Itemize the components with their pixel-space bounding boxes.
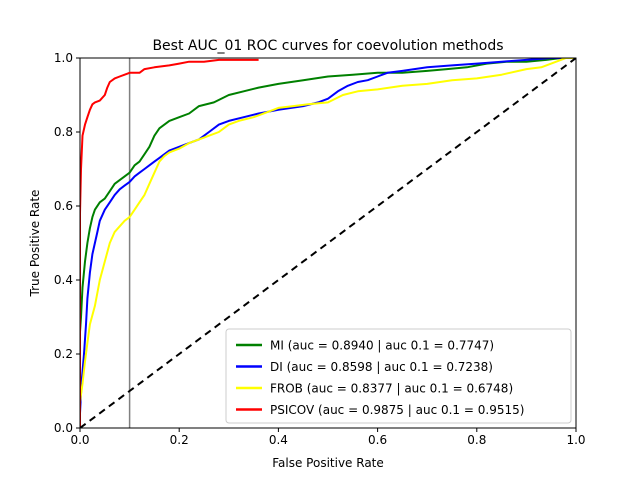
y-tick-label: 0.0 bbox=[54, 421, 73, 435]
legend: MI (auc = 0.8940 | auc 0.1 = 0.7747) DI (… bbox=[225, 328, 572, 424]
legend-label-2: FROB (auc = 0.8377 | auc 0.1 = 0.6748) bbox=[270, 382, 513, 396]
series-line-3 bbox=[80, 58, 259, 428]
x-tick-label: 0.6 bbox=[368, 433, 387, 447]
x-tick-label: 0.4 bbox=[269, 433, 288, 447]
x-tick-label: 0.0 bbox=[70, 433, 89, 447]
y-tick-label: 0.8 bbox=[54, 125, 73, 139]
x-tick-label: 1.0 bbox=[566, 433, 585, 447]
plot-frame bbox=[79, 57, 577, 429]
legend-label-3: PSICOV (auc = 0.9875 | auc 0.1 = 0.9515) bbox=[270, 403, 524, 417]
series-line-0 bbox=[80, 58, 576, 428]
y-axis-label: True Positive Rate bbox=[28, 190, 42, 298]
y-tick-label: 0.4 bbox=[54, 273, 73, 287]
x-tick-label: 0.8 bbox=[467, 433, 486, 447]
series-layer bbox=[80, 58, 576, 428]
y-axis: 0.0 0.2 0.4 0.6 0.8 1.0 bbox=[54, 51, 80, 435]
legend-label-0: MI (auc = 0.8940 | auc 0.1 = 0.7747) bbox=[270, 339, 494, 353]
legend-label-1: DI (auc = 0.8598 | auc 0.1 = 0.7238) bbox=[270, 360, 493, 374]
legend-box bbox=[225, 328, 572, 424]
y-tick-label: 1.0 bbox=[54, 51, 73, 65]
y-tick-label: 0.6 bbox=[54, 199, 73, 213]
x-tick-label: 0.2 bbox=[170, 433, 189, 447]
x-axis-label: False Positive Rate bbox=[272, 456, 384, 470]
x-axis: 0.0 0.2 0.4 0.6 0.8 1.0 bbox=[70, 428, 586, 447]
chart-title: Best AUC_01 ROC curves for coevolution m… bbox=[152, 38, 503, 54]
y-tick-label: 0.2 bbox=[54, 347, 73, 361]
series-line-2 bbox=[80, 58, 576, 428]
